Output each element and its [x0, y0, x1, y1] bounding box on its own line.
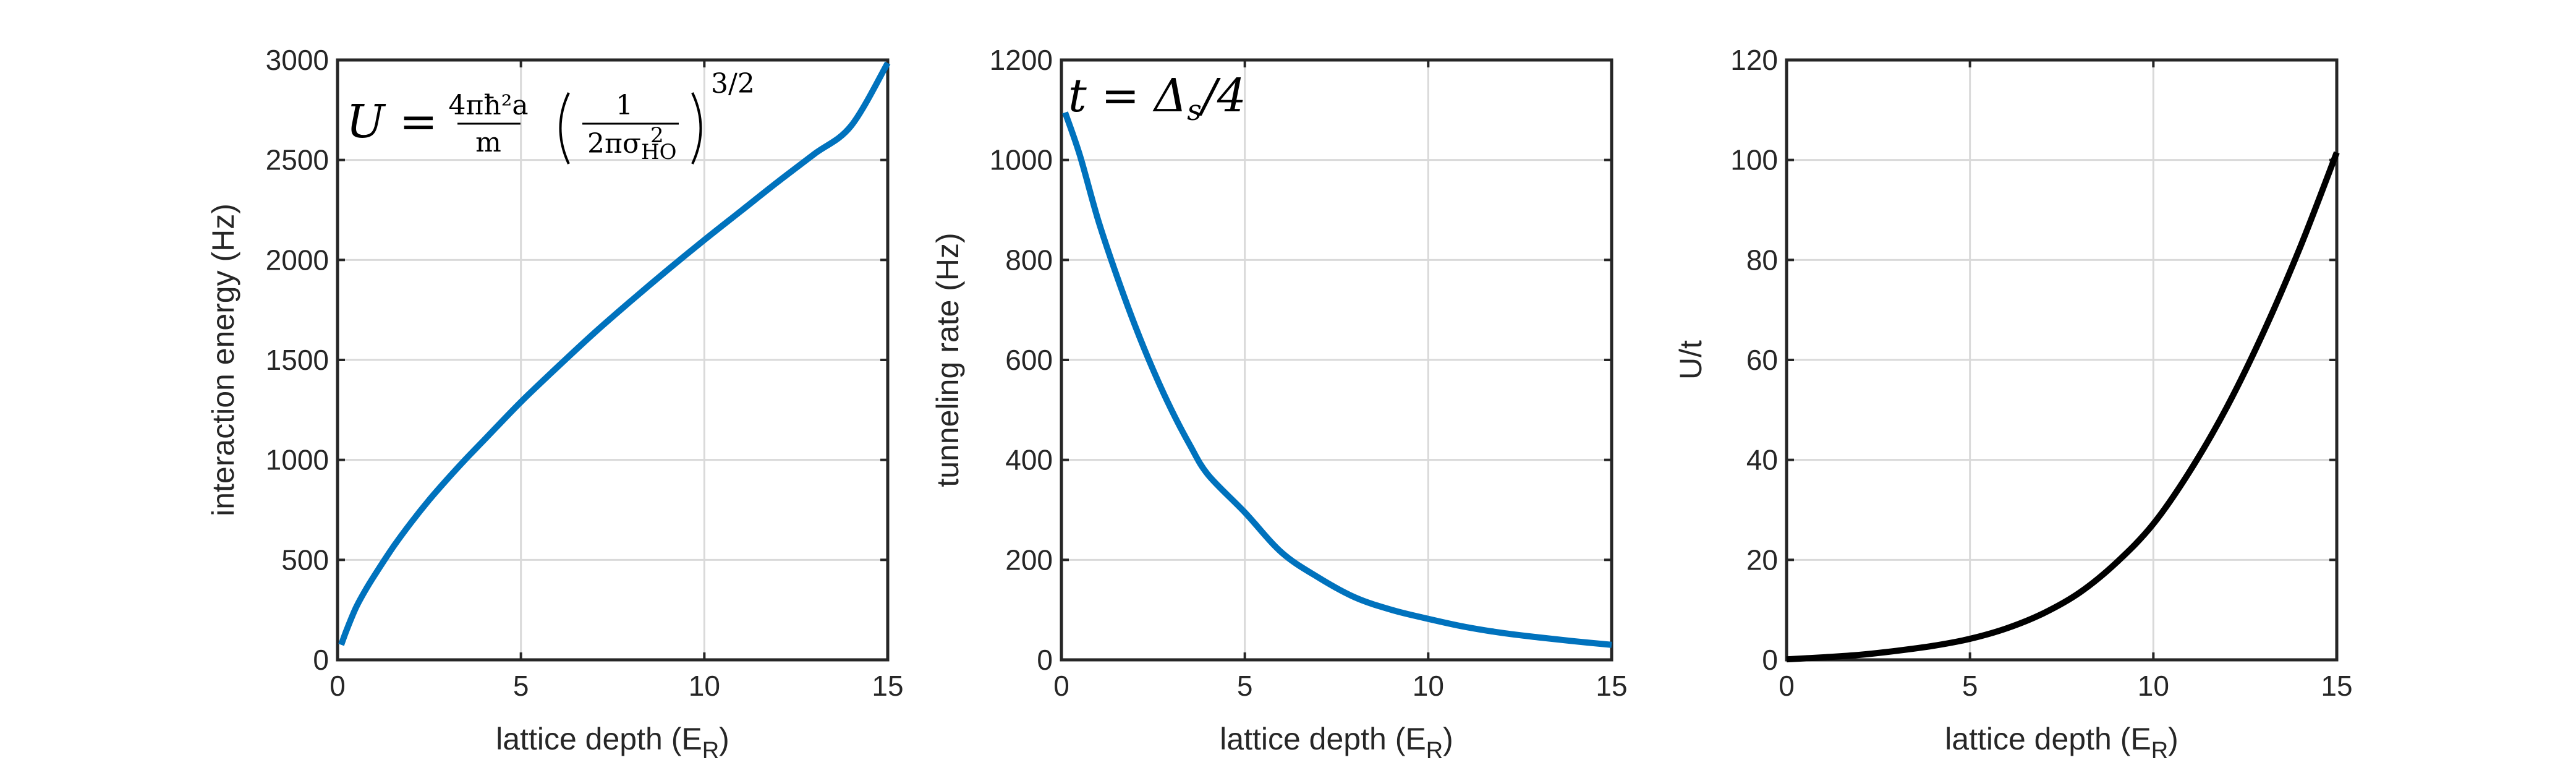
- panel-tunneling-rate: 0 5 10 15 0 200 400 600 800 1000 1200 lattice dept…: [930, 44, 1628, 764]
- y-tick-label: 0: [1762, 644, 1778, 676]
- y-tick-label: 1000: [990, 144, 1053, 176]
- svg-text:2πσHO: 2πσHO: [587, 128, 676, 164]
- y-tick-label: 20: [1746, 544, 1778, 576]
- x-tick-label: 15: [2321, 670, 2352, 702]
- series: [338, 61, 891, 646]
- svg-text:1: 1: [616, 90, 633, 121]
- x-tick-label: 5: [1962, 670, 1978, 702]
- grid-lines: [338, 60, 888, 660]
- series-line: [1062, 111, 1612, 648]
- x-tick-label: 10: [689, 670, 720, 702]
- y-axis-label: U/t: [1673, 340, 1708, 380]
- x-axis-label: lattice depth (ER): [1945, 722, 2179, 764]
- svg-text:U =: U =: [346, 95, 438, 148]
- y-tick-label: 120: [1730, 44, 1778, 76]
- x-tick-label: 5: [513, 670, 529, 702]
- x-tick-label: 10: [2138, 670, 2169, 702]
- y-tick-label: 200: [1005, 544, 1053, 576]
- ticks: 0 5 10 15 0 500 1000 1500 2000 2500 3000: [266, 44, 904, 702]
- panel-u-over-t: 0 5 10 15 0 20 40 60 80 100 120 lattice depth (ER)…: [1673, 44, 2353, 764]
- svg-text:t = Δs/4: t = Δs/4: [1068, 69, 1246, 127]
- y-tick-label: 1200: [990, 44, 1053, 76]
- formula-annotation: U = 4πħ²a m 1 2πσHO 2 3/2: [346, 68, 755, 164]
- x-axis-label: lattice depth (ER): [1220, 722, 1453, 764]
- svg-text:3/2: 3/2: [711, 68, 755, 100]
- y-axis-label: tunneling rate (Hz): [930, 233, 965, 487]
- formula-annotation: t = Δs/4: [1068, 69, 1246, 127]
- svg-text:4πħ²a: 4πħ²a: [448, 90, 528, 121]
- y-tick-label: 0: [313, 644, 329, 676]
- y-tick-label: 600: [1005, 344, 1053, 376]
- ticks: 0 5 10 15 0 20 40 60 80 100 120: [1730, 44, 2352, 702]
- x-tick-label: 0: [1779, 670, 1795, 702]
- series: [1062, 111, 1612, 648]
- grid-lines: [1787, 60, 2337, 660]
- x-tick-label: 15: [1596, 670, 1627, 702]
- grid-lines: [1061, 60, 1612, 660]
- y-tick-label: 40: [1746, 444, 1778, 476]
- series-line: [1786, 151, 2340, 663]
- x-tick-label: 10: [1413, 670, 1444, 702]
- x-tick-label: 0: [329, 670, 346, 702]
- x-axis-label: lattice depth (ER): [496, 722, 729, 764]
- x-tick-label: 5: [1237, 670, 1253, 702]
- y-tick-label: 800: [1005, 244, 1053, 276]
- y-tick-label: 60: [1746, 344, 1778, 376]
- svg-text:2: 2: [650, 123, 664, 148]
- y-tick-label: 1000: [266, 444, 329, 476]
- y-tick-label: 2000: [266, 244, 329, 276]
- y-axis-label: interaction energy (Hz): [206, 203, 240, 516]
- y-tick-label: 500: [281, 544, 329, 576]
- series: [1786, 151, 2340, 663]
- y-tick-label: 100: [1730, 144, 1778, 176]
- ticks: 0 5 10 15 0 200 400 600 800 1000 1200: [990, 44, 1628, 702]
- y-tick-label: 80: [1746, 244, 1778, 276]
- x-tick-label: 0: [1053, 670, 1069, 702]
- panel-interaction-energy: 0 5 10 15 0 500 1000 1500 2000 2500 3000 lattice d…: [206, 44, 904, 764]
- y-tick-label: 0: [1037, 644, 1053, 676]
- y-tick-label: 3000: [266, 44, 329, 76]
- y-tick-label: 1500: [266, 344, 329, 376]
- y-tick-label: 2500: [266, 144, 329, 176]
- svg-text:m: m: [475, 127, 501, 158]
- x-tick-label: 15: [872, 670, 903, 702]
- series-line: [338, 61, 891, 646]
- y-tick-label: 400: [1005, 444, 1053, 476]
